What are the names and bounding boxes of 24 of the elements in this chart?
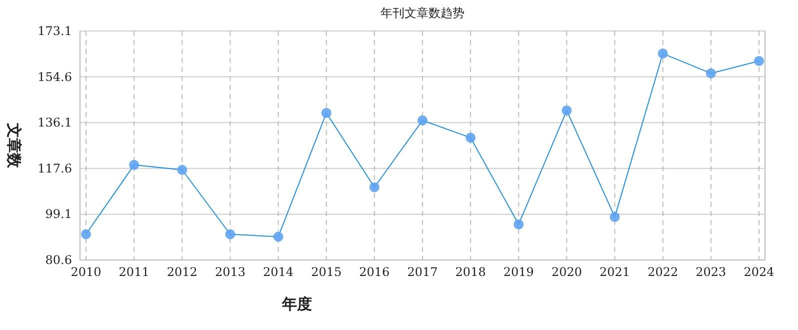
y-axis-title: 文章数: [5, 122, 23, 169]
x-tick-label: 2022: [648, 265, 678, 279]
x-tick-label: 2020: [551, 265, 582, 279]
y-tick-label: 136.1: [38, 116, 72, 130]
x-tick-label: 2015: [311, 265, 342, 279]
y-tick-label: 154.6: [38, 70, 72, 84]
x-tick-label: 2013: [214, 265, 246, 279]
x-tick-label: 2019: [503, 265, 534, 279]
x-axis-title: 年度: [281, 295, 312, 313]
x-tick-label: 2014: [263, 265, 294, 279]
x-tick-label: 2018: [455, 265, 486, 279]
x-tick-label: 2021: [600, 265, 630, 279]
x-tick-label: 2016: [359, 265, 390, 279]
y-tick-label: 117.6: [38, 161, 72, 176]
x-tick-label: 2011: [118, 265, 150, 279]
x-tick-label: 2017: [407, 265, 438, 279]
y-tick-label: 80.6: [45, 253, 72, 267]
x-tick-label: 2023: [696, 265, 726, 279]
x-tick-label: 2010: [70, 265, 102, 279]
x-tick-label: 2012: [166, 265, 198, 279]
chart-title: 年刊文章数趋势: [380, 6, 464, 20]
y-tick-label: 99.1: [45, 207, 72, 222]
y-tick-label: 173.1: [38, 24, 72, 38]
x-tick-label: 2024: [744, 265, 775, 279]
